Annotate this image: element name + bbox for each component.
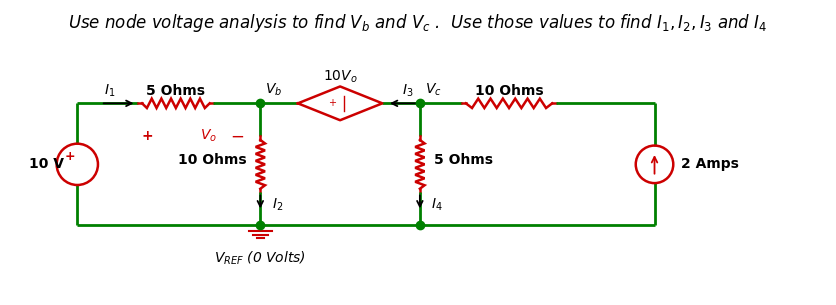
Text: −: −	[230, 127, 244, 145]
Text: $V_{REF}$ (0 Volts): $V_{REF}$ (0 Volts)	[214, 249, 306, 267]
Text: 5 Ohms: 5 Ohms	[434, 152, 493, 167]
Text: +: +	[328, 98, 336, 108]
Text: 10 Ohms: 10 Ohms	[177, 152, 247, 167]
Text: 2 Amps: 2 Amps	[681, 157, 739, 171]
Text: Use node voltage analysis to find $V_b$ $and$ $V_c$ .  Use those values to find : Use node voltage analysis to find $V_b$ …	[69, 12, 767, 34]
Text: $I_4$: $I_4$	[431, 196, 443, 213]
Text: 5 Ohms: 5 Ohms	[146, 84, 206, 98]
Text: 10 Ohms: 10 Ohms	[475, 84, 543, 98]
Text: +: +	[142, 129, 154, 143]
Text: $10V_o$: $10V_o$	[323, 69, 358, 85]
Text: $V_b$: $V_b$	[265, 82, 283, 99]
Text: $I_1$: $I_1$	[104, 83, 116, 99]
Text: +: +	[64, 150, 75, 163]
Text: $V_o$: $V_o$	[200, 128, 217, 144]
Text: $I_2$: $I_2$	[272, 196, 283, 213]
Text: $I_3$: $I_3$	[402, 83, 414, 99]
Text: 10 V: 10 V	[28, 157, 64, 171]
Text: $V_c$: $V_c$	[425, 82, 441, 99]
